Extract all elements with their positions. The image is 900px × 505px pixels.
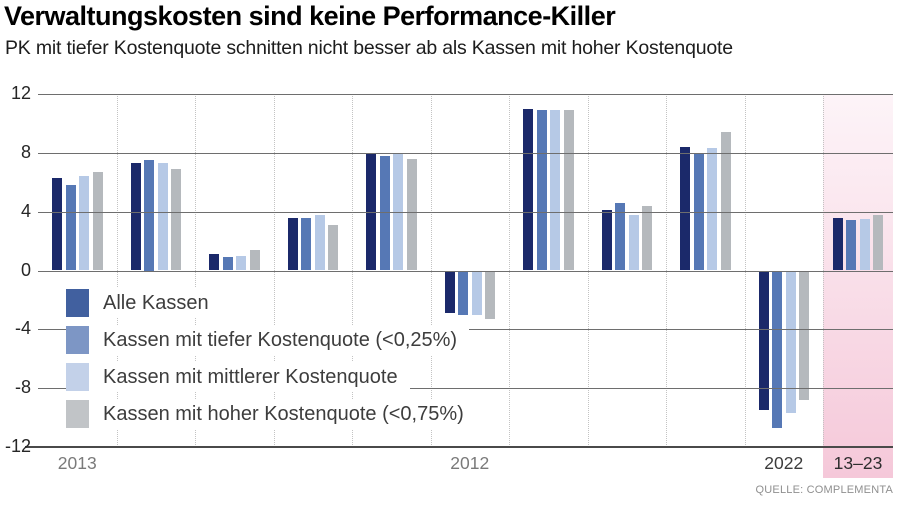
horizontal-gridline xyxy=(38,94,893,95)
bar xyxy=(471,270,482,315)
bar xyxy=(301,217,311,271)
bar xyxy=(157,163,168,271)
legend-label: Kassen mit tiefer Kostenquote (<0,25%) xyxy=(103,328,458,351)
y-tick-label: -8 xyxy=(14,377,31,398)
bar xyxy=(485,270,495,320)
bar xyxy=(873,214,884,271)
bar xyxy=(222,257,233,271)
bar xyxy=(859,219,870,271)
x-axis-line xyxy=(25,446,893,448)
horizontal-gridline xyxy=(38,270,893,272)
source-credit: QUELLE: COMPLEMENTA xyxy=(755,484,893,496)
legend-item-tiefe-kostenquote: Kassen mit tiefer Kostenquote (<0,25%) xyxy=(66,325,470,355)
bar xyxy=(249,249,260,271)
legend-label: Kassen mit mittlerer Kostenquote xyxy=(103,365,398,388)
y-tick-label: 4 xyxy=(20,200,31,221)
y-tick-label: -12 xyxy=(4,436,31,456)
horizontal-gridline xyxy=(38,211,893,213)
bar xyxy=(458,270,468,315)
y-tick-label: 0 xyxy=(20,259,31,280)
legend-swatch-medium-blue xyxy=(66,326,89,354)
bar xyxy=(92,171,103,271)
bar xyxy=(406,158,417,271)
bar xyxy=(601,210,612,271)
bar xyxy=(785,270,796,414)
bar xyxy=(720,132,731,271)
bar xyxy=(236,255,246,271)
bar xyxy=(563,110,574,271)
bar xyxy=(772,270,782,428)
bar xyxy=(130,163,141,271)
bar xyxy=(287,217,298,271)
bar xyxy=(444,270,455,314)
bar xyxy=(328,224,338,271)
bar xyxy=(171,169,181,271)
chart-subtitle: PK mit tiefer Kostenquote schnitten nich… xyxy=(5,37,733,59)
bar xyxy=(144,160,154,271)
bar xyxy=(65,185,76,271)
x-tick-label: 2022 xyxy=(764,453,804,473)
bar xyxy=(314,214,325,271)
legend-swatch-gray xyxy=(66,400,89,428)
bar xyxy=(379,155,390,271)
bar xyxy=(550,110,560,271)
bar xyxy=(209,254,219,271)
legend-label: Alle Kassen xyxy=(103,291,209,314)
horizontal-gridline xyxy=(38,152,893,154)
bar xyxy=(52,177,62,271)
legend-item-alle-kassen: Alle Kassen xyxy=(66,288,221,318)
bar xyxy=(523,108,533,271)
y-tick-label: 12 xyxy=(10,83,31,103)
x-tick-label: 2013 xyxy=(57,453,97,473)
y-tick-label: 8 xyxy=(20,141,31,162)
legend-swatch-navy xyxy=(66,289,89,317)
highlight-band xyxy=(823,94,893,478)
legend-item-hohe-kostenquote: Kassen mit hoher Kostenquote (<0,75%) xyxy=(66,399,476,429)
chart-legend: Alle Kassen Kassen mit tiefer Kostenquot… xyxy=(66,288,476,436)
chart-title: Verwaltungskosten sind keine Performance… xyxy=(4,1,616,31)
bar xyxy=(628,214,639,271)
bar xyxy=(79,176,89,271)
horizontal-gridline xyxy=(38,388,893,390)
bar xyxy=(832,217,843,271)
y-tick-label: -4 xyxy=(14,318,31,339)
legend-swatch-light-blue xyxy=(66,363,89,391)
legend-item-mittlere-kostenquote: Kassen mit mittlerer Kostenquote xyxy=(66,362,410,392)
x-tick-label: 13–23 xyxy=(833,453,883,473)
bar xyxy=(615,202,625,271)
bar xyxy=(846,220,857,271)
bar xyxy=(642,205,652,271)
bar xyxy=(536,110,547,271)
bar xyxy=(799,270,809,400)
x-tick-label: 2012 xyxy=(450,453,490,473)
bar xyxy=(707,148,717,271)
bar xyxy=(680,146,690,271)
bar xyxy=(758,270,769,411)
legend-label: Kassen mit hoher Kostenquote (<0,75%) xyxy=(103,402,464,425)
